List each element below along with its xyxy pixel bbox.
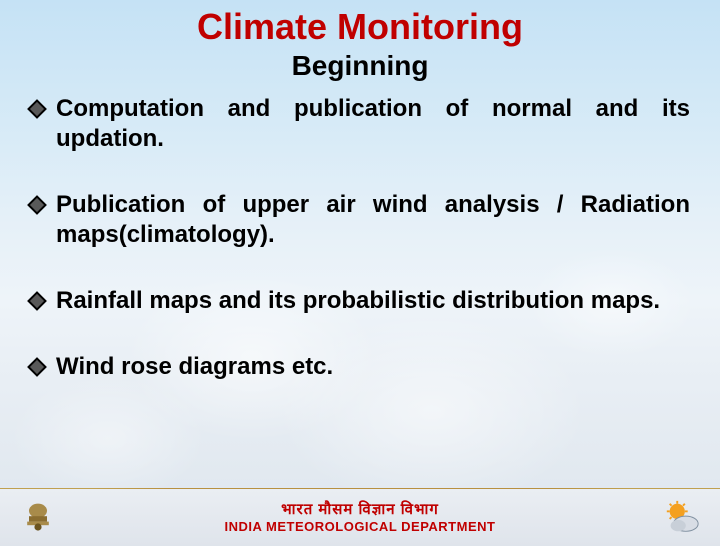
slide-subtitle: Beginning xyxy=(0,50,720,82)
content-area: Computation and publication of normal an… xyxy=(0,82,720,382)
bullet-item: Computation and publication of normal an… xyxy=(30,94,690,154)
footer-english-text: INDIA METEOROLOGICAL DEPARTMENT xyxy=(58,519,662,535)
footer-hindi-text: भारत मौसम विज्ञान विभाग xyxy=(58,501,662,519)
bullet-text: Rainfall maps and its probabilistic dist… xyxy=(56,286,690,316)
footer-divider xyxy=(90,488,630,489)
diamond-bullet-icon xyxy=(27,291,47,311)
bullet-item: Wind rose diagrams etc. xyxy=(30,352,690,382)
diamond-bullet-icon xyxy=(27,357,47,377)
diamond-bullet-icon xyxy=(27,99,47,119)
footer-text: भारत मौसम विज्ञान विभाग INDIA METEOROLOG… xyxy=(58,501,662,535)
bullet-item: Publication of upper air wind analysis /… xyxy=(30,190,690,250)
bullet-item: Rainfall maps and its probabilistic dist… xyxy=(30,286,690,316)
bullet-text: Computation and publication of normal an… xyxy=(56,94,690,154)
slide-title: Climate Monitoring xyxy=(0,6,720,48)
emblem-of-india-icon xyxy=(18,498,58,538)
imd-logo-icon xyxy=(662,498,702,538)
bullet-text: Publication of upper air wind analysis /… xyxy=(56,190,690,250)
diamond-bullet-icon xyxy=(27,195,47,215)
footer-bar: भारत मौसम विज्ञान विभाग INDIA METEOROLOG… xyxy=(0,488,720,546)
bullet-text: Wind rose diagrams etc. xyxy=(56,352,690,382)
